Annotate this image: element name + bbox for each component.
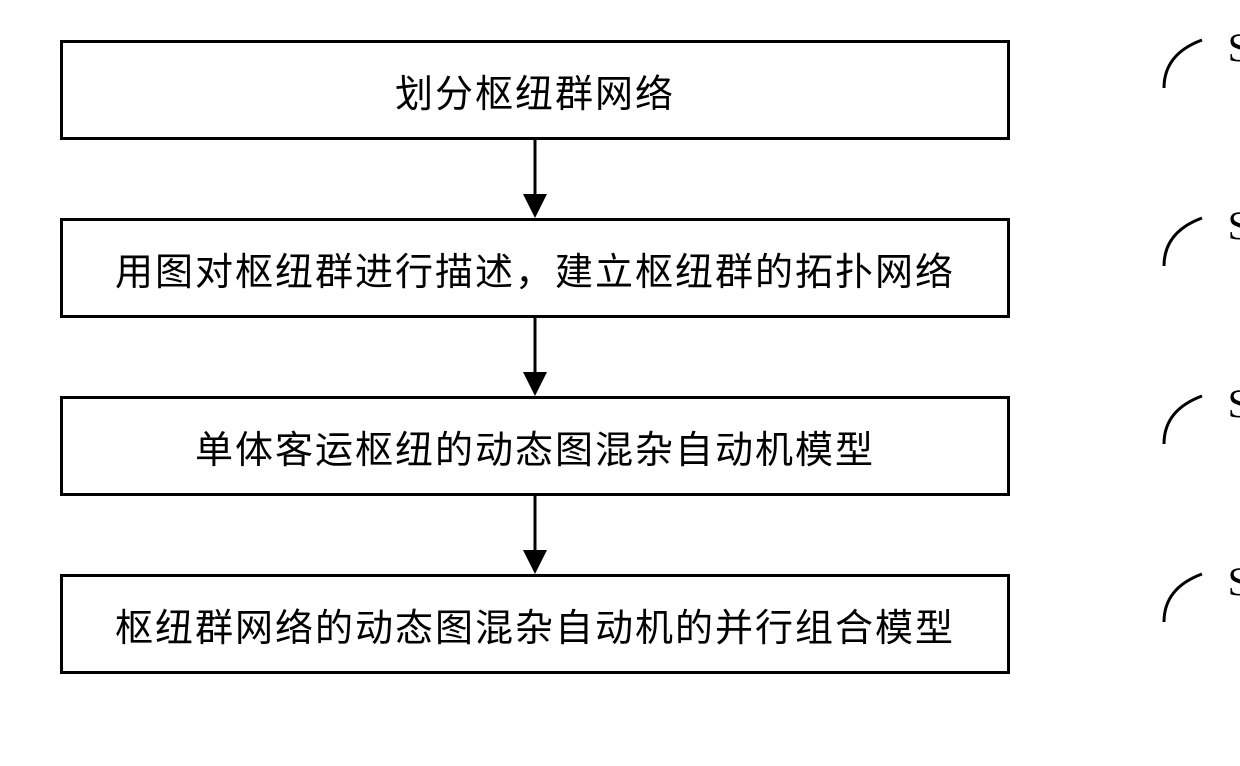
step-box: 划分枢纽群网络 xyxy=(60,40,1010,140)
step-s1: 划分枢纽群网络 S1 xyxy=(60,40,1180,140)
flowchart: 划分枢纽群网络 S1 用图对枢纽群进行描述，建立枢纽群的拓扑网络 S2 单体客运… xyxy=(60,40,1180,674)
step-box: 用图对枢纽群进行描述，建立枢纽群的拓扑网络 xyxy=(60,218,1010,318)
step-box: 枢纽群网络的动态图混杂自动机的并行组合模型 xyxy=(60,574,1010,674)
step-label: S4 xyxy=(1228,558,1240,605)
label-connector xyxy=(1162,210,1220,268)
step-text: 用图对枢纽群进行描述，建立枢纽群的拓扑网络 xyxy=(115,241,955,296)
step-s4: 枢纽群网络的动态图混杂自动机的并行组合模型 S4 xyxy=(60,574,1180,674)
arrow xyxy=(60,140,1010,218)
step-s2: 用图对枢纽群进行描述，建立枢纽群的拓扑网络 S2 xyxy=(60,218,1180,318)
label-connector xyxy=(1162,566,1220,624)
step-label: S3 xyxy=(1228,380,1240,427)
arrow xyxy=(60,496,1010,574)
label-connector xyxy=(1162,388,1220,446)
step-text: 枢纽群网络的动态图混杂自动机的并行组合模型 xyxy=(115,597,955,652)
step-box: 单体客运枢纽的动态图混杂自动机模型 xyxy=(60,396,1010,496)
step-text: 单体客运枢纽的动态图混杂自动机模型 xyxy=(195,419,875,474)
step-label: S2 xyxy=(1228,202,1240,249)
step-s3: 单体客运枢纽的动态图混杂自动机模型 S3 xyxy=(60,396,1180,496)
step-label: S1 xyxy=(1228,24,1240,71)
arrow xyxy=(60,318,1010,396)
step-text: 划分枢纽群网络 xyxy=(395,63,675,118)
label-connector xyxy=(1162,32,1220,90)
